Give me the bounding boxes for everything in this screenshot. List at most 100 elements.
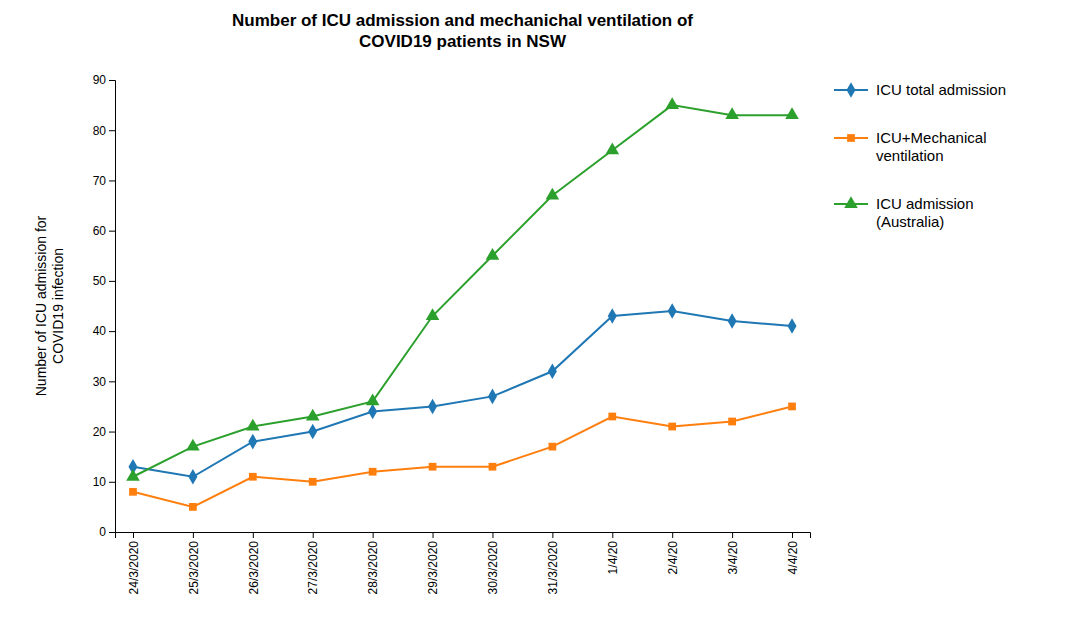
point <box>308 424 317 440</box>
y-tick: 80 <box>93 124 115 138</box>
legend-label: ICU admission(Australia) <box>876 195 974 230</box>
point <box>608 413 616 421</box>
point <box>309 478 317 486</box>
point <box>126 469 140 481</box>
x-tick-mark <box>133 532 134 538</box>
y-tick-mark <box>109 231 115 232</box>
point <box>486 248 500 260</box>
x-tick: 25/3/2020 <box>187 532 201 594</box>
x-tick-mark <box>792 532 793 538</box>
y-tick-mark <box>109 482 115 483</box>
y-tick: 20 <box>93 425 115 439</box>
y-tick: 50 <box>93 274 115 288</box>
y-tick-label: 50 <box>93 274 107 288</box>
x-tick-label: 3/4/20 <box>726 541 740 575</box>
x-tick-mark <box>193 532 194 538</box>
legend-label: ICU+Mechanicalventilation <box>876 129 986 164</box>
point <box>489 463 497 471</box>
x-axis: 24/3/2020 25/3/2020 26/3/2020 27/3/2020 28/3… <box>116 532 811 594</box>
legend-item: ICU admission(Australia) <box>834 195 974 230</box>
y-tick: 90 <box>93 73 115 87</box>
legend-marker <box>847 82 856 98</box>
y-tick-label: 30 <box>93 375 107 389</box>
legend-marker <box>844 196 858 208</box>
point <box>366 394 380 406</box>
point <box>788 403 796 411</box>
legend-label: ICU total admission <box>876 81 1006 98</box>
x-tick: 26/3/2020 <box>247 532 261 594</box>
x-tick: 4/4/20 <box>786 532 800 574</box>
y-tick: 10 <box>93 475 115 489</box>
x-tick-mark <box>253 532 254 538</box>
y-tick-label: 0 <box>99 525 106 539</box>
x-tick-label: 31/3/2020 <box>546 541 560 595</box>
x-tick-mark <box>492 532 493 538</box>
y-tick-label: 70 <box>93 174 107 188</box>
point <box>548 443 556 451</box>
legend-item: ICU total admission <box>834 81 1006 98</box>
point <box>605 142 619 154</box>
x-tick: 24/3/2020 <box>127 532 141 594</box>
legend-marker <box>847 134 855 142</box>
chart-title-line: COVID19 patients in NSW <box>359 32 567 51</box>
point <box>368 404 377 420</box>
y-tick-label: 90 <box>93 73 107 87</box>
x-tick-label: 25/3/2020 <box>187 541 201 595</box>
point <box>665 97 679 109</box>
point <box>189 503 197 511</box>
x-tick-label: 24/3/2020 <box>127 541 141 595</box>
plot: 24/3/2020 25/3/2020 26/3/2020 27/3/2020 28/3… <box>33 73 1006 594</box>
y-axis-title: Number of ICU admission forCOVID19 infec… <box>33 215 66 396</box>
y-tick: 60 <box>93 224 115 238</box>
x-tick-label: 1/4/20 <box>606 541 620 575</box>
y-axis-title-line: COVID19 infection <box>50 248 66 364</box>
x-tick: 30/3/2020 <box>486 532 500 594</box>
chart-title: Number of ICU admission and mechanichal … <box>232 11 693 51</box>
y-tick-mark <box>109 331 115 332</box>
y-tick: 30 <box>93 375 115 389</box>
x-tick-mark <box>672 532 673 538</box>
point <box>246 419 260 431</box>
x-tick-mark <box>373 532 374 538</box>
x-tick: 1/4/20 <box>606 532 620 574</box>
y-tick-mark <box>109 180 115 181</box>
chart: Number of ICU admission and mechanichal … <box>0 0 1080 642</box>
point <box>248 434 257 450</box>
x-tick-label: 26/3/2020 <box>247 541 261 595</box>
x-tick: 31/3/2020 <box>546 532 560 594</box>
point <box>788 318 797 334</box>
point <box>728 418 736 426</box>
point <box>608 308 617 324</box>
y-tick: 40 <box>93 324 115 338</box>
x-tick-label: 28/3/2020 <box>366 541 380 595</box>
series <box>129 403 796 511</box>
legend-label-line: ICU total admission <box>876 81 1006 98</box>
y-tick: 70 <box>93 174 115 188</box>
point <box>429 463 437 471</box>
x-tick: 2/4/20 <box>666 532 680 574</box>
x-tick: 3/4/20 <box>726 532 740 574</box>
x-tick-label: 30/3/2020 <box>486 541 500 595</box>
y-tick-label: 40 <box>93 324 107 338</box>
point <box>426 308 440 320</box>
series-line <box>133 311 792 477</box>
series-line <box>133 406 792 506</box>
y-tick: 0 <box>99 525 115 539</box>
x-tick-mark <box>433 532 434 538</box>
legend-label-line: ventilation <box>876 147 944 164</box>
point <box>129 488 137 496</box>
x-tick: 27/3/2020 <box>306 532 320 594</box>
series <box>128 303 796 484</box>
chart-title-line: Number of ICU admission and mechanichal … <box>232 11 693 30</box>
x-tick-label: 2/4/20 <box>666 541 680 575</box>
point <box>728 313 737 329</box>
series <box>126 97 799 480</box>
y-tick-mark <box>109 381 115 382</box>
point <box>306 409 320 421</box>
y-tick-mark <box>109 80 115 81</box>
y-axis-title-line: Number of ICU admission for <box>33 215 49 396</box>
point <box>369 468 377 476</box>
point <box>785 107 799 119</box>
point <box>488 389 497 405</box>
point <box>249 473 257 481</box>
